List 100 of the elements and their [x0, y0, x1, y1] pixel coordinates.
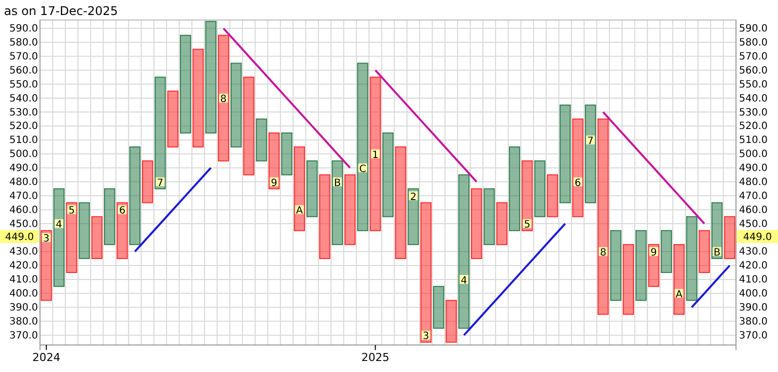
y2-tick-label: 530.0: [739, 107, 768, 118]
annotation: 8: [600, 248, 606, 259]
y2-tick-label: 550.0: [739, 79, 768, 90]
y-tick-label: 490.0: [9, 163, 38, 174]
bar: [40, 230, 52, 301]
bar: [636, 230, 647, 301]
bar: [180, 34, 192, 134]
bar: [446, 300, 457, 343]
y-tick-label: 530.0: [9, 107, 38, 118]
bar: [268, 132, 280, 190]
y-tick-label: 500.0: [9, 149, 38, 160]
bar: [471, 188, 482, 260]
line-series: [222, 27, 352, 169]
bar: [382, 132, 394, 218]
bar: [294, 146, 305, 232]
bar: [711, 202, 723, 260]
bar: [724, 216, 736, 260]
y2-tick-label: 560.0: [739, 65, 768, 76]
y-tick-label: 450.0: [9, 218, 38, 230]
annotation: 5: [524, 220, 530, 231]
y-tick-label: 400.0: [9, 288, 38, 300]
y2-tick-label: 590.0: [739, 24, 768, 35]
annotation: A: [296, 206, 303, 217]
chart-title: as on 17-Dec-2025: [4, 4, 118, 18]
y2-tick-label: 460.0: [739, 204, 768, 216]
y-tick-label: 520.0: [9, 121, 38, 132]
bar: [129, 146, 140, 246]
bar: [91, 216, 103, 260]
bar: [281, 132, 292, 176]
bar: [116, 202, 128, 260]
y2-tick-label: 390.0: [739, 302, 768, 314]
line-series: [690, 264, 731, 308]
y-tick-label: 460.0: [9, 204, 38, 216]
annotation: 6: [119, 206, 126, 217]
y-tick-label: 420.0: [9, 260, 38, 272]
bar: [598, 118, 609, 315]
bar: [584, 104, 596, 204]
y-tick-label: 390.0: [9, 302, 38, 314]
annotation: 5: [68, 206, 75, 217]
y2-tick-label: 470.0: [739, 190, 768, 202]
bar: [534, 160, 546, 218]
y-tick-label: 560.0: [9, 65, 38, 76]
x-tick-label: 2025: [361, 350, 390, 364]
bar: [154, 76, 166, 190]
bar: [256, 118, 268, 162]
annotation: B: [714, 248, 721, 259]
annotation: 3: [43, 234, 50, 245]
y-tick-label: 480.0: [9, 177, 38, 188]
bar: [218, 34, 230, 162]
bar: [610, 230, 622, 301]
bar: [484, 188, 495, 246]
y2-tick-label: 420.0: [739, 260, 768, 272]
annotation: 8: [220, 94, 227, 106]
bar: [230, 62, 242, 148]
bar: [572, 118, 584, 218]
bar: [357, 62, 368, 232]
y-tick-label: 550.0: [9, 79, 38, 90]
bar: [344, 174, 356, 246]
y-tick-label: 590.0: [9, 24, 38, 35]
y2-tick-label: 570.0: [739, 51, 768, 62]
bar: [698, 230, 710, 273]
bar: [306, 160, 318, 218]
bar: [496, 202, 508, 246]
bar: [332, 160, 343, 246]
y-tick-label: 470.0: [9, 190, 38, 202]
bar: [205, 20, 216, 134]
annotation: A: [676, 289, 683, 300]
bar: [560, 104, 571, 204]
line-series: [134, 166, 212, 253]
y2-tick-label: 510.0: [739, 135, 768, 146]
y2-tick-label: 580.0: [739, 38, 768, 49]
annotation: 7: [587, 136, 594, 147]
y-tick-label: 430.0: [9, 246, 38, 258]
y2-tick-label: 520.0: [739, 121, 768, 132]
bar: [370, 76, 381, 232]
annotation: 1: [372, 150, 379, 161]
bar: [104, 188, 116, 246]
annotation: 7: [157, 178, 164, 189]
y-tick-label: 580.0: [9, 38, 38, 49]
annotation: B: [334, 178, 341, 189]
text: 449.0: [5, 232, 34, 243]
line-series: [374, 69, 478, 183]
y-tick-label: 370.0: [9, 330, 38, 342]
y2-tick-label: 480.0: [739, 177, 768, 188]
bar: [522, 160, 533, 232]
annotation: 9: [270, 178, 278, 189]
y-tick-label: 540.0: [9, 93, 38, 104]
bar: [622, 244, 634, 315]
bar: [192, 48, 204, 148]
annotation: 2: [410, 192, 416, 203]
y2-tick-label: 430.0: [739, 246, 768, 258]
bar: [142, 160, 154, 204]
bar: [420, 202, 432, 343]
annotation: 6: [574, 178, 582, 189]
x-tick-label: 2024: [32, 350, 60, 364]
bar: [395, 146, 406, 260]
y-tick-label: 510.0: [9, 135, 38, 146]
bar: [167, 90, 178, 148]
bar: [458, 174, 470, 329]
bar: [686, 216, 698, 301]
